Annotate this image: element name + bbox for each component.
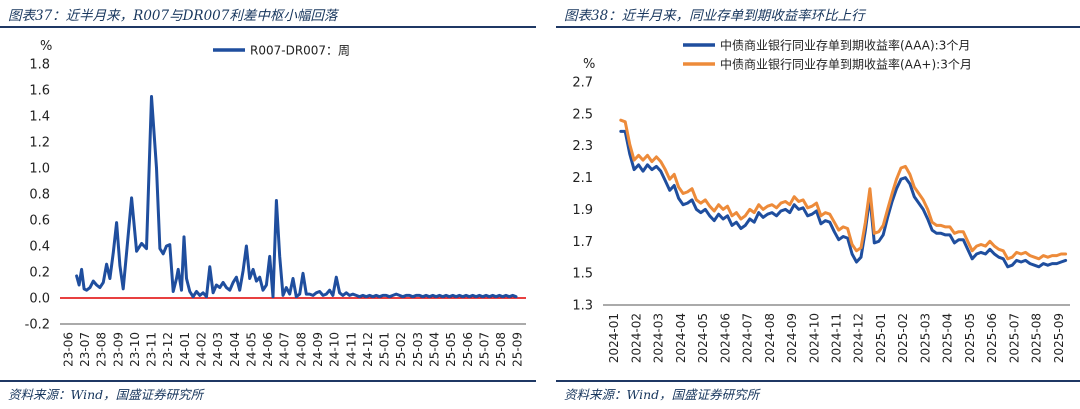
left-x-tick-label: 24-12: [361, 332, 375, 367]
left-figure-title: 图表37：近半月来，R007与DR007利差中枢小幅回落: [8, 8, 338, 24]
left-x-tick-label: 24-01: [178, 332, 192, 367]
right-x-tick-label: 2025-04: [941, 313, 955, 363]
right-x-tick-label: 2025-05: [963, 313, 977, 363]
right-y-tick-label: 2.5: [572, 107, 593, 122]
right-x-tick-label: 2024-07: [741, 313, 755, 363]
right-legend-label-2: 中债商业银行同业存单到期收益率(AA+):3个月: [720, 57, 972, 72]
right-y-tick-label: 2.1: [572, 171, 593, 186]
right-x-tick-label: 2025-02: [896, 313, 910, 363]
left-source-note: 资料来源：Wind，国盛证券研究所: [8, 387, 204, 402]
left-x-tick-label: 25-01: [378, 332, 392, 367]
right-x-tick-label: 2024-10: [807, 313, 821, 363]
right-x-tick-label: 2025-03: [918, 313, 932, 363]
right-x-tick-label: 2025-01: [874, 313, 888, 363]
left-y-tick-label: 1.0: [29, 162, 50, 177]
left-x-tick-label: 24-07: [278, 332, 292, 367]
right-bottom-rule: [556, 380, 1080, 382]
left-x-tick-label: 23-08: [95, 332, 109, 367]
right-x-tick-label: 2025-06: [985, 313, 999, 363]
left-title-rule: [0, 26, 536, 28]
left-y-tick-label: 0.4: [29, 240, 50, 255]
right-x-tick-label: 2024-04: [674, 313, 688, 363]
right-x-tick-label: 2024-05: [696, 313, 710, 363]
left-x-tick-label: 24-11: [344, 332, 358, 367]
right-x-tick-label: 2024-02: [629, 313, 643, 363]
right-y-tick-label: 1.9: [572, 203, 593, 218]
left-y-unit-label: %: [40, 39, 52, 54]
left-x-tick-label: 24-03: [211, 332, 225, 367]
left-x-tick-label: 23-09: [111, 332, 125, 367]
right-legend-label-1: 中债商业银行同业存单到期收益率(AAA):3个月: [720, 38, 970, 53]
left-x-tick-label: 24-10: [328, 332, 342, 367]
left-y-tick-label: 0.6: [29, 214, 50, 229]
right-x-tick-label: 2024-06: [718, 313, 732, 363]
right-x-tick-label: 2025-07: [1007, 313, 1021, 363]
left-x-tick-label: 24-09: [311, 332, 325, 367]
left-x-tick-label: 23-12: [161, 332, 175, 367]
left-x-tick-label: 24-08: [294, 332, 308, 367]
left-x-tick-label: 25-08: [494, 332, 508, 367]
left-x-tick-label: 23-06: [61, 332, 75, 367]
left-chart: % -0.2 0.0 0.2 0.4 0.6 0.8 1.0 1.2 1.4 1.6 1.8 23-06…: [25, 39, 526, 367]
right-x-tick-label: 2024-08: [763, 313, 777, 363]
left-y-tick-label: 1.6: [29, 84, 50, 99]
left-x-tick-label: 25-06: [461, 332, 475, 367]
left-x-tick-label: 24-02: [194, 332, 208, 367]
left-series-line-1: [75, 95, 518, 299]
right-chart: % 1.3 1.5 1.7 1.9 2.1 2.3 2.5 2.7 2024-01 2024-02 2…: [572, 38, 1070, 363]
right-x-tick-label: 2024-12: [852, 313, 866, 363]
right-source-note: 资料来源：Wind，国盛证券研究所: [564, 387, 760, 402]
right-series-line-2: [619, 118, 1068, 261]
right-x-tick-label: 2024-11: [830, 313, 844, 363]
right-x-tick-label: 2025-09: [1052, 313, 1066, 363]
left-x-tick-label: 25-03: [411, 332, 425, 367]
left-legend-label-1: R007-DR007：周: [250, 44, 350, 58]
left-x-tick-label: 25-04: [427, 332, 441, 367]
left-y-tick-label: -0.2: [25, 318, 50, 333]
right-y-tick-label: 1.5: [572, 267, 593, 282]
left-y-tick-label: 1.4: [29, 110, 50, 125]
left-x-tick-label: 23-11: [145, 332, 159, 367]
left-bottom-rule: [0, 380, 536, 382]
right-title-rule: [556, 26, 1080, 28]
left-x-tick-label: 23-10: [128, 332, 142, 367]
left-x-tick-label: 25-02: [394, 332, 408, 367]
right-x-tick-label: 2024-01: [607, 313, 621, 363]
left-x-tick-label: 24-04: [228, 332, 242, 367]
left-y-tick-label: 1.2: [29, 136, 50, 151]
left-x-tick-label: 25-05: [444, 332, 458, 367]
left-x-tick-label: 25-07: [477, 332, 491, 367]
left-y-tick-label: 0.8: [29, 188, 50, 203]
right-y-tick-label: 2.3: [572, 139, 593, 154]
right-figure-title: 图表38：近半月来，同业存单到期收益率环比上行: [564, 8, 865, 24]
left-x-tick-label: 24-05: [244, 332, 258, 367]
right-x-tick-label: 2024-09: [785, 313, 799, 363]
right-y-tick-label: 2.7: [572, 76, 593, 91]
left-x-tick-label: 25-09: [511, 332, 525, 367]
right-y-tick-label: 1.7: [572, 235, 593, 250]
left-y-tick-label: 1.8: [29, 58, 50, 73]
right-x-tick-label: 2025-08: [1030, 313, 1044, 363]
right-series-line-1: [619, 129, 1068, 269]
left-x-tick-label: 23-07: [78, 332, 92, 367]
right-y-tick-label: 1.3: [572, 299, 593, 314]
right-x-tick-label: 2024-03: [652, 313, 666, 363]
right-figure: 图表38：近半月来，同业存单到期收益率环比上行 % 1.3 1.5 1.7 1.9 2.1…: [556, 0, 1080, 409]
right-y-unit-label: %: [583, 57, 595, 72]
left-x-tick-label: 24-06: [261, 332, 275, 367]
left-y-tick-label: 0.2: [29, 266, 50, 281]
left-figure: 图表37：近半月来，R007与DR007利差中枢小幅回落 % -0.2 0.0 0.2…: [0, 0, 536, 409]
left-y-tick-label: 0.0: [29, 292, 50, 307]
